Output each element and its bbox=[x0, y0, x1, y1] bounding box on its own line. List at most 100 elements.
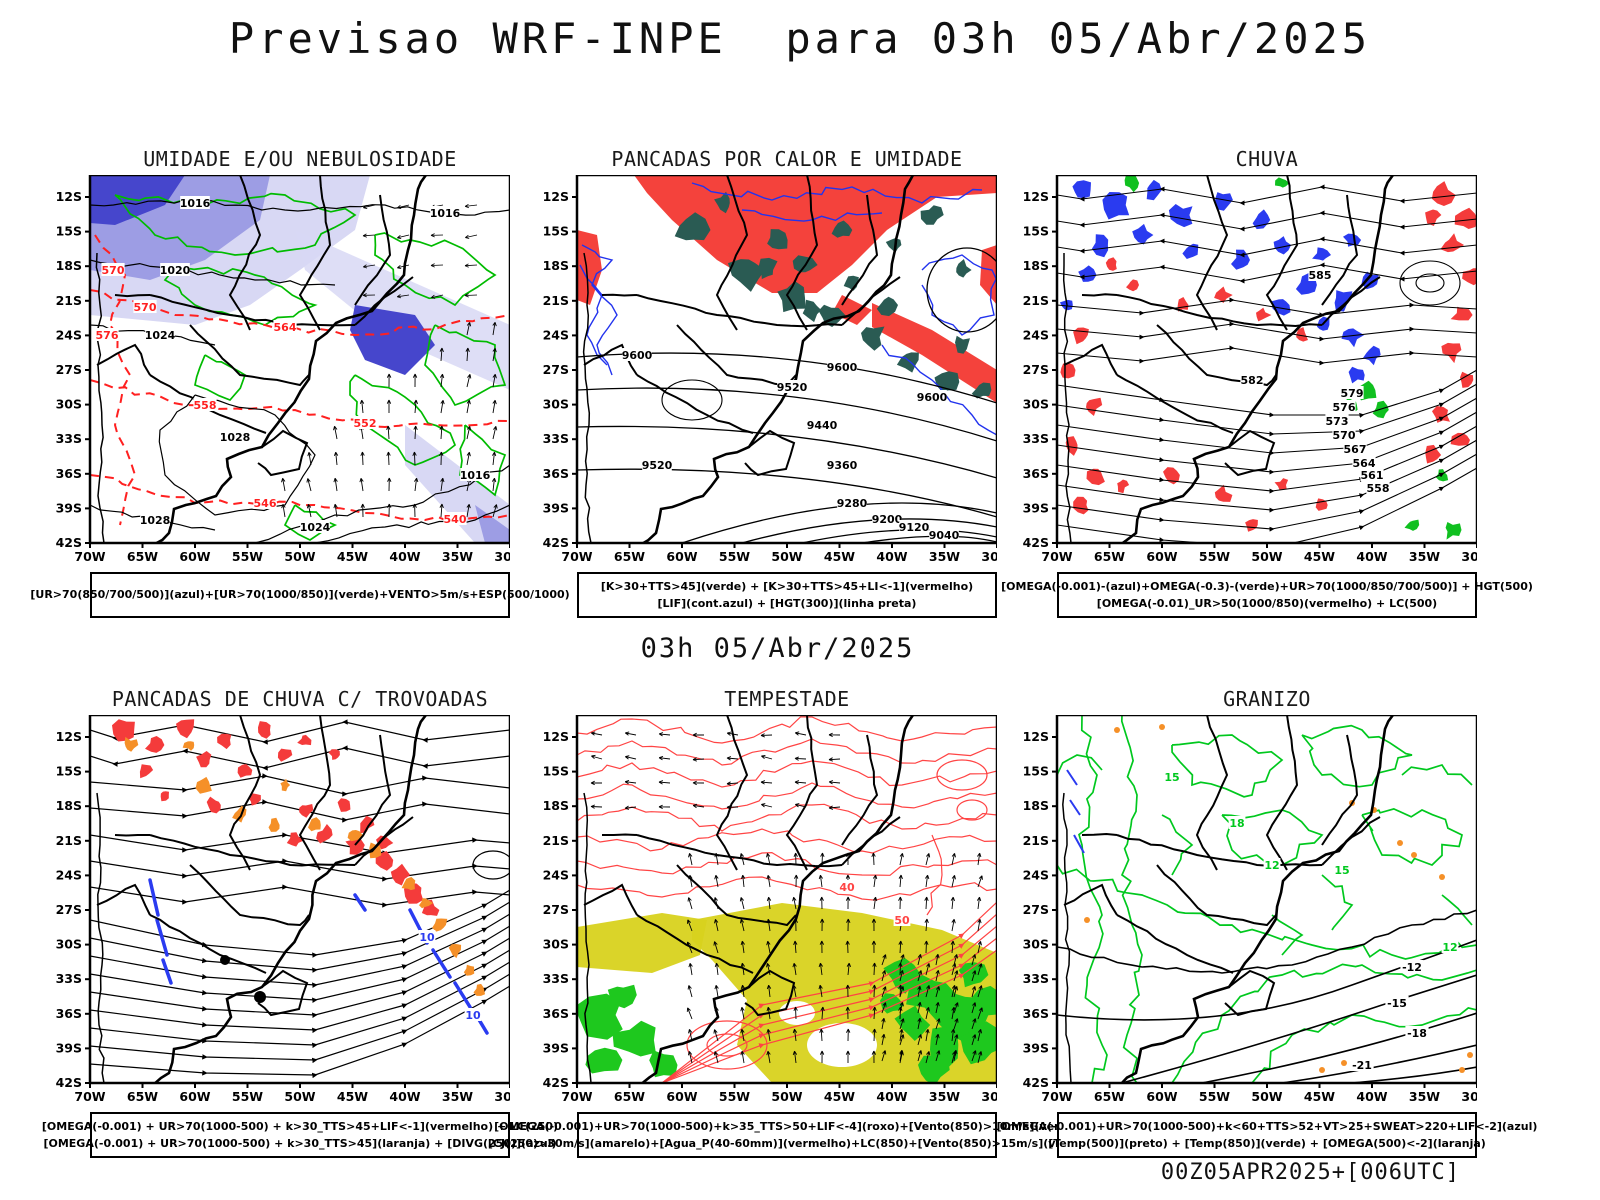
svg-text:10: 10 bbox=[419, 931, 435, 944]
svg-text:65W: 65W bbox=[127, 549, 158, 564]
svg-text:35W: 35W bbox=[1409, 1089, 1440, 1104]
svg-text:-15: -15 bbox=[1387, 997, 1407, 1010]
svg-text:33S: 33S bbox=[1023, 431, 1049, 446]
svg-text:70W: 70W bbox=[74, 549, 105, 564]
page-title: Previsao WRF-INPE para 03h 05/Abr/2025 bbox=[228, 14, 1372, 63]
panel-title-chuva: CHUVA bbox=[1235, 147, 1299, 171]
svg-text:50: 50 bbox=[894, 914, 910, 927]
svg-text:12S: 12S bbox=[1023, 189, 1049, 204]
svg-text:12S: 12S bbox=[543, 729, 569, 744]
svg-text:30S: 30S bbox=[56, 397, 82, 412]
svg-text:65W: 65W bbox=[614, 549, 645, 564]
weather-map-pancadas-calor: 9600 9600 9600 9520 9520 9440 9360 9280 92009120… bbox=[543, 175, 997, 564]
svg-text:582: 582 bbox=[1241, 374, 1264, 387]
svg-text:60W: 60W bbox=[666, 1089, 697, 1104]
svg-text:30W: 30W bbox=[981, 1089, 997, 1104]
caption-line: [OMEGA(-0.001) + UR>70(1000-500) + k>30_… bbox=[41, 1119, 559, 1133]
svg-text:552: 552 bbox=[354, 417, 377, 430]
svg-text:36S: 36S bbox=[56, 1006, 82, 1021]
svg-text:70W: 70W bbox=[74, 1089, 105, 1104]
svg-text:18S: 18S bbox=[1023, 258, 1049, 273]
svg-text:55W: 55W bbox=[1199, 549, 1230, 564]
svg-text:15S: 15S bbox=[543, 224, 569, 239]
svg-text:12: 12 bbox=[1264, 859, 1279, 872]
svg-text:42S: 42S bbox=[56, 535, 82, 550]
svg-text:15S: 15S bbox=[56, 764, 82, 779]
caption-line: [CJ(250)>30m/s](amarelo)+[Agua_P(40-60mm… bbox=[487, 1137, 1087, 1150]
svg-text:24S: 24S bbox=[1023, 327, 1049, 342]
svg-text:35W: 35W bbox=[442, 549, 473, 564]
svg-text:30W: 30W bbox=[981, 549, 997, 564]
caption-box-pancadas-calor: [K>30+TTS>45](verde) + [K>30+TTS>45+LI<-… bbox=[577, 572, 997, 618]
svg-text:42S: 42S bbox=[1023, 535, 1049, 550]
svg-text:45W: 45W bbox=[337, 1089, 368, 1104]
svg-text:33S: 33S bbox=[543, 431, 569, 446]
svg-text:40W: 40W bbox=[1356, 549, 1387, 564]
panel-umidade: UMIDADE E/OU NEBULOSIDADE 1016 1016 1020 10… bbox=[30, 147, 570, 618]
svg-text:9600: 9600 bbox=[827, 361, 858, 374]
svg-text:33S: 33S bbox=[56, 971, 82, 986]
svg-text:35W: 35W bbox=[1409, 549, 1440, 564]
svg-text:30S: 30S bbox=[1023, 937, 1049, 952]
svg-text:30W: 30W bbox=[494, 1089, 510, 1104]
svg-text:15S: 15S bbox=[1023, 764, 1049, 779]
svg-text:40W: 40W bbox=[389, 1089, 420, 1104]
svg-text:55W: 55W bbox=[1199, 1089, 1230, 1104]
svg-text:42S: 42S bbox=[543, 535, 569, 550]
svg-text:573: 573 bbox=[1326, 415, 1349, 428]
svg-text:558: 558 bbox=[1367, 482, 1390, 495]
svg-text:36S: 36S bbox=[56, 466, 82, 481]
svg-text:27S: 27S bbox=[56, 902, 82, 917]
svg-text:50W: 50W bbox=[1251, 549, 1282, 564]
svg-text:50W: 50W bbox=[284, 1089, 315, 1104]
svg-text:10: 10 bbox=[465, 1009, 481, 1022]
svg-text:9040: 9040 bbox=[929, 529, 960, 542]
svg-text:30W: 30W bbox=[1461, 1089, 1477, 1104]
svg-text:570: 570 bbox=[1333, 429, 1356, 442]
svg-text:-21: -21 bbox=[1352, 1059, 1372, 1072]
svg-text:21S: 21S bbox=[1023, 293, 1049, 308]
svg-text:9120: 9120 bbox=[899, 521, 930, 534]
svg-text:24S: 24S bbox=[56, 327, 82, 342]
svg-text:39S: 39S bbox=[543, 500, 569, 515]
svg-text:15S: 15S bbox=[543, 764, 569, 779]
panel-title-umidade: UMIDADE E/OU NEBULOSIDADE bbox=[143, 147, 457, 171]
svg-text:27S: 27S bbox=[1023, 362, 1049, 377]
svg-text:30W: 30W bbox=[494, 549, 510, 564]
svg-text:576: 576 bbox=[96, 329, 119, 342]
svg-text:39S: 39S bbox=[56, 1040, 82, 1055]
svg-text:24S: 24S bbox=[543, 867, 569, 882]
svg-text:50W: 50W bbox=[1251, 1089, 1282, 1104]
svg-text:540: 540 bbox=[444, 513, 467, 526]
svg-text:18: 18 bbox=[1229, 817, 1244, 830]
valid-time-label: 03h 05/Abr/2025 bbox=[640, 633, 915, 664]
svg-text:18S: 18S bbox=[56, 258, 82, 273]
svg-text:567: 567 bbox=[1344, 443, 1367, 456]
svg-text:30W: 30W bbox=[1461, 549, 1477, 564]
svg-text:585: 585 bbox=[1309, 269, 1332, 282]
weather-map-trovoadas: 10 10 70W 65W 60W 55W 50W 45W 40W 35W 30W 12S 15S 18S… bbox=[56, 715, 510, 1104]
svg-text:70W: 70W bbox=[561, 549, 592, 564]
svg-text:12S: 12S bbox=[56, 189, 82, 204]
svg-text:9520: 9520 bbox=[777, 381, 808, 394]
svg-text:45W: 45W bbox=[1304, 1089, 1335, 1104]
svg-text:15S: 15S bbox=[1023, 224, 1049, 239]
svg-text:21S: 21S bbox=[1023, 833, 1049, 848]
svg-text:55W: 55W bbox=[719, 549, 750, 564]
svg-text:12: 12 bbox=[1442, 941, 1457, 954]
svg-text:1020: 1020 bbox=[160, 264, 191, 277]
svg-text:70W: 70W bbox=[1041, 549, 1072, 564]
svg-text:9600: 9600 bbox=[622, 349, 653, 362]
svg-text:36S: 36S bbox=[543, 1006, 569, 1021]
svg-text:35W: 35W bbox=[929, 549, 960, 564]
svg-text:24S: 24S bbox=[543, 327, 569, 342]
svg-text:33S: 33S bbox=[543, 971, 569, 986]
svg-text:570: 570 bbox=[134, 301, 157, 314]
svg-text:40: 40 bbox=[839, 881, 855, 894]
svg-text:561: 561 bbox=[1361, 469, 1384, 482]
svg-text:50W: 50W bbox=[771, 549, 802, 564]
svg-text:27S: 27S bbox=[56, 362, 82, 377]
svg-text:1024: 1024 bbox=[145, 329, 176, 342]
